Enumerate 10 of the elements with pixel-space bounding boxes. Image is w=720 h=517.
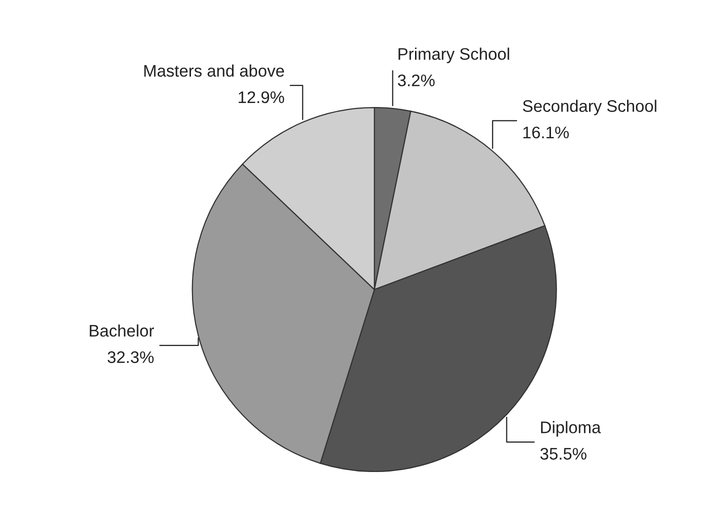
- data-label: 32.3%: [108, 351, 154, 364]
- slice-label: Diploma: [541, 421, 601, 437]
- data-label: 16.1%: [523, 126, 569, 138]
- slice-label: Primary School: [398, 48, 510, 64]
- data-label: 12.9%: [238, 91, 284, 104]
- slice-label: Bachelor: [90, 324, 154, 337]
- slice-label: Masters and above: [144, 64, 284, 77]
- slice-label: Secondary School: [522, 100, 656, 116]
- data-label: 3.2%: [398, 74, 435, 86]
- data-label: 35.5%: [540, 448, 586, 460]
